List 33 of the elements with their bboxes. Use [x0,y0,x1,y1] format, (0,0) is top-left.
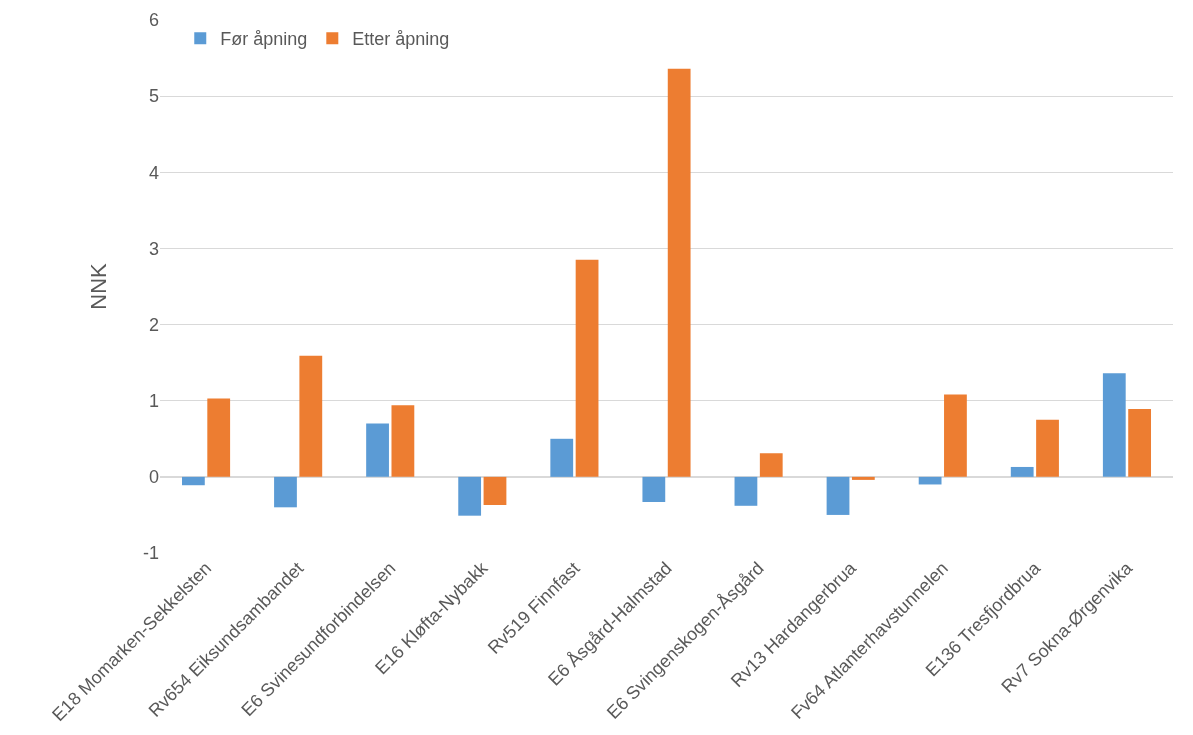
bar [918,476,942,485]
bar [667,68,691,477]
y-tick-label: 1 [148,391,159,412]
bar [299,355,323,477]
y-tick-label: 5 [148,86,159,107]
bar [1102,373,1126,477]
bar [181,476,205,486]
legend-label: Før åpning [220,29,308,50]
bar [851,476,875,480]
bar [1128,409,1152,477]
bar [759,453,783,477]
y-tick-label: -1 [142,543,159,564]
y-tick-label: 6 [148,10,159,31]
bar [207,398,231,477]
legend-label: Etter åpning [352,29,450,50]
bar [826,476,850,515]
y-tick-label: 0 [148,467,159,488]
bar [550,438,574,477]
y-axis-title: NNK [85,262,111,310]
bar [391,405,415,477]
bar [642,476,666,502]
y-tick-label: 3 [148,238,159,259]
y-tick-label: 4 [148,162,159,183]
bar [1010,466,1034,477]
bar [575,259,599,477]
bar [458,476,482,516]
bar [734,476,758,506]
bar [944,394,967,477]
bar [274,476,297,508]
bar [1036,419,1059,477]
bar [366,423,389,477]
bar [483,476,507,506]
y-tick-label: 2 [148,314,159,335]
